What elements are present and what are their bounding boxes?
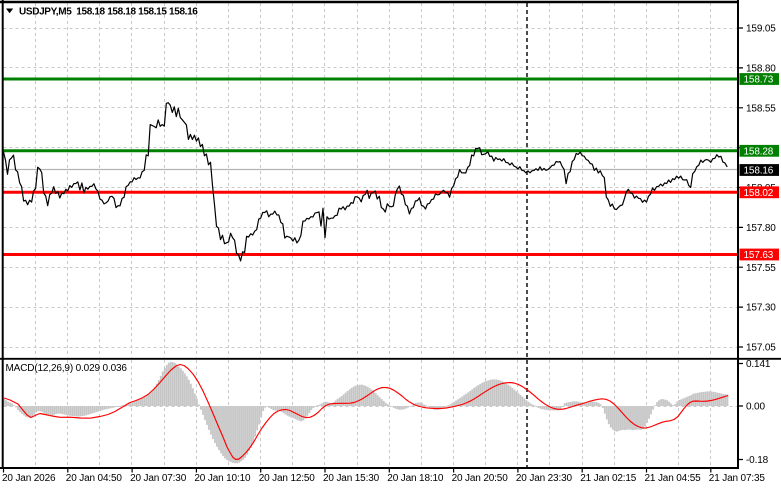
svg-text:157.63: 157.63 bbox=[744, 250, 774, 261]
svg-text:0.00: 0.00 bbox=[746, 402, 765, 413]
svg-text:20 Jan 04:50: 20 Jan 04:50 bbox=[66, 473, 123, 484]
svg-text:157.55: 157.55 bbox=[746, 263, 776, 274]
svg-text:0.141: 0.141 bbox=[746, 359, 771, 370]
svg-text:21 Jan 02:15: 21 Jan 02:15 bbox=[580, 473, 637, 484]
svg-text:20 Jan 2026: 20 Jan 2026 bbox=[2, 473, 56, 484]
svg-text:158.02: 158.02 bbox=[744, 188, 774, 199]
svg-text:20 Jan 23:30: 20 Jan 23:30 bbox=[516, 473, 573, 484]
svg-text:20 Jan 18:10: 20 Jan 18:10 bbox=[387, 473, 444, 484]
svg-text:21 Jan 07:35: 21 Jan 07:35 bbox=[709, 473, 766, 484]
svg-text:21 Jan 04:55: 21 Jan 04:55 bbox=[645, 473, 702, 484]
svg-text:157.30: 157.30 bbox=[746, 303, 776, 314]
svg-text:20 Jan 15:30: 20 Jan 15:30 bbox=[323, 473, 380, 484]
svg-text:-0.18: -0.18 bbox=[746, 455, 769, 466]
svg-text:20 Jan 20:50: 20 Jan 20:50 bbox=[452, 473, 509, 484]
svg-text:MACD(12,26,9) 0.029 0.036: MACD(12,26,9) 0.029 0.036 bbox=[6, 363, 128, 374]
svg-text:20 Jan 12:50: 20 Jan 12:50 bbox=[259, 473, 316, 484]
svg-text:158.28: 158.28 bbox=[744, 146, 774, 157]
svg-text:20 Jan 10:10: 20 Jan 10:10 bbox=[194, 473, 251, 484]
svg-text:20 Jan 07:30: 20 Jan 07:30 bbox=[130, 473, 187, 484]
svg-text:158.55: 158.55 bbox=[746, 103, 776, 114]
svg-text:157.05: 157.05 bbox=[746, 343, 776, 354]
svg-text:159.05: 159.05 bbox=[746, 24, 776, 35]
svg-text:158.73: 158.73 bbox=[744, 75, 774, 86]
svg-text:157.80: 157.80 bbox=[746, 223, 776, 234]
svg-text:158.16: 158.16 bbox=[744, 166, 774, 177]
svg-text:USDJPY,M5 158.18 158.18 158.1: USDJPY,M5 158.18 158.18 158.15 158.16 bbox=[19, 6, 198, 17]
svg-text:158.80: 158.80 bbox=[746, 64, 776, 75]
